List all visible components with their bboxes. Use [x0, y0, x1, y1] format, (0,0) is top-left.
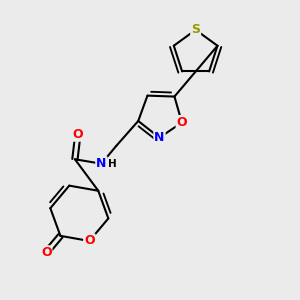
Text: O: O [41, 246, 52, 259]
Text: O: O [73, 128, 83, 141]
Text: O: O [84, 235, 95, 248]
Text: O: O [177, 116, 187, 129]
Text: N: N [154, 131, 165, 144]
Text: H: H [108, 159, 117, 169]
Text: N: N [96, 157, 106, 170]
Text: S: S [191, 23, 200, 36]
